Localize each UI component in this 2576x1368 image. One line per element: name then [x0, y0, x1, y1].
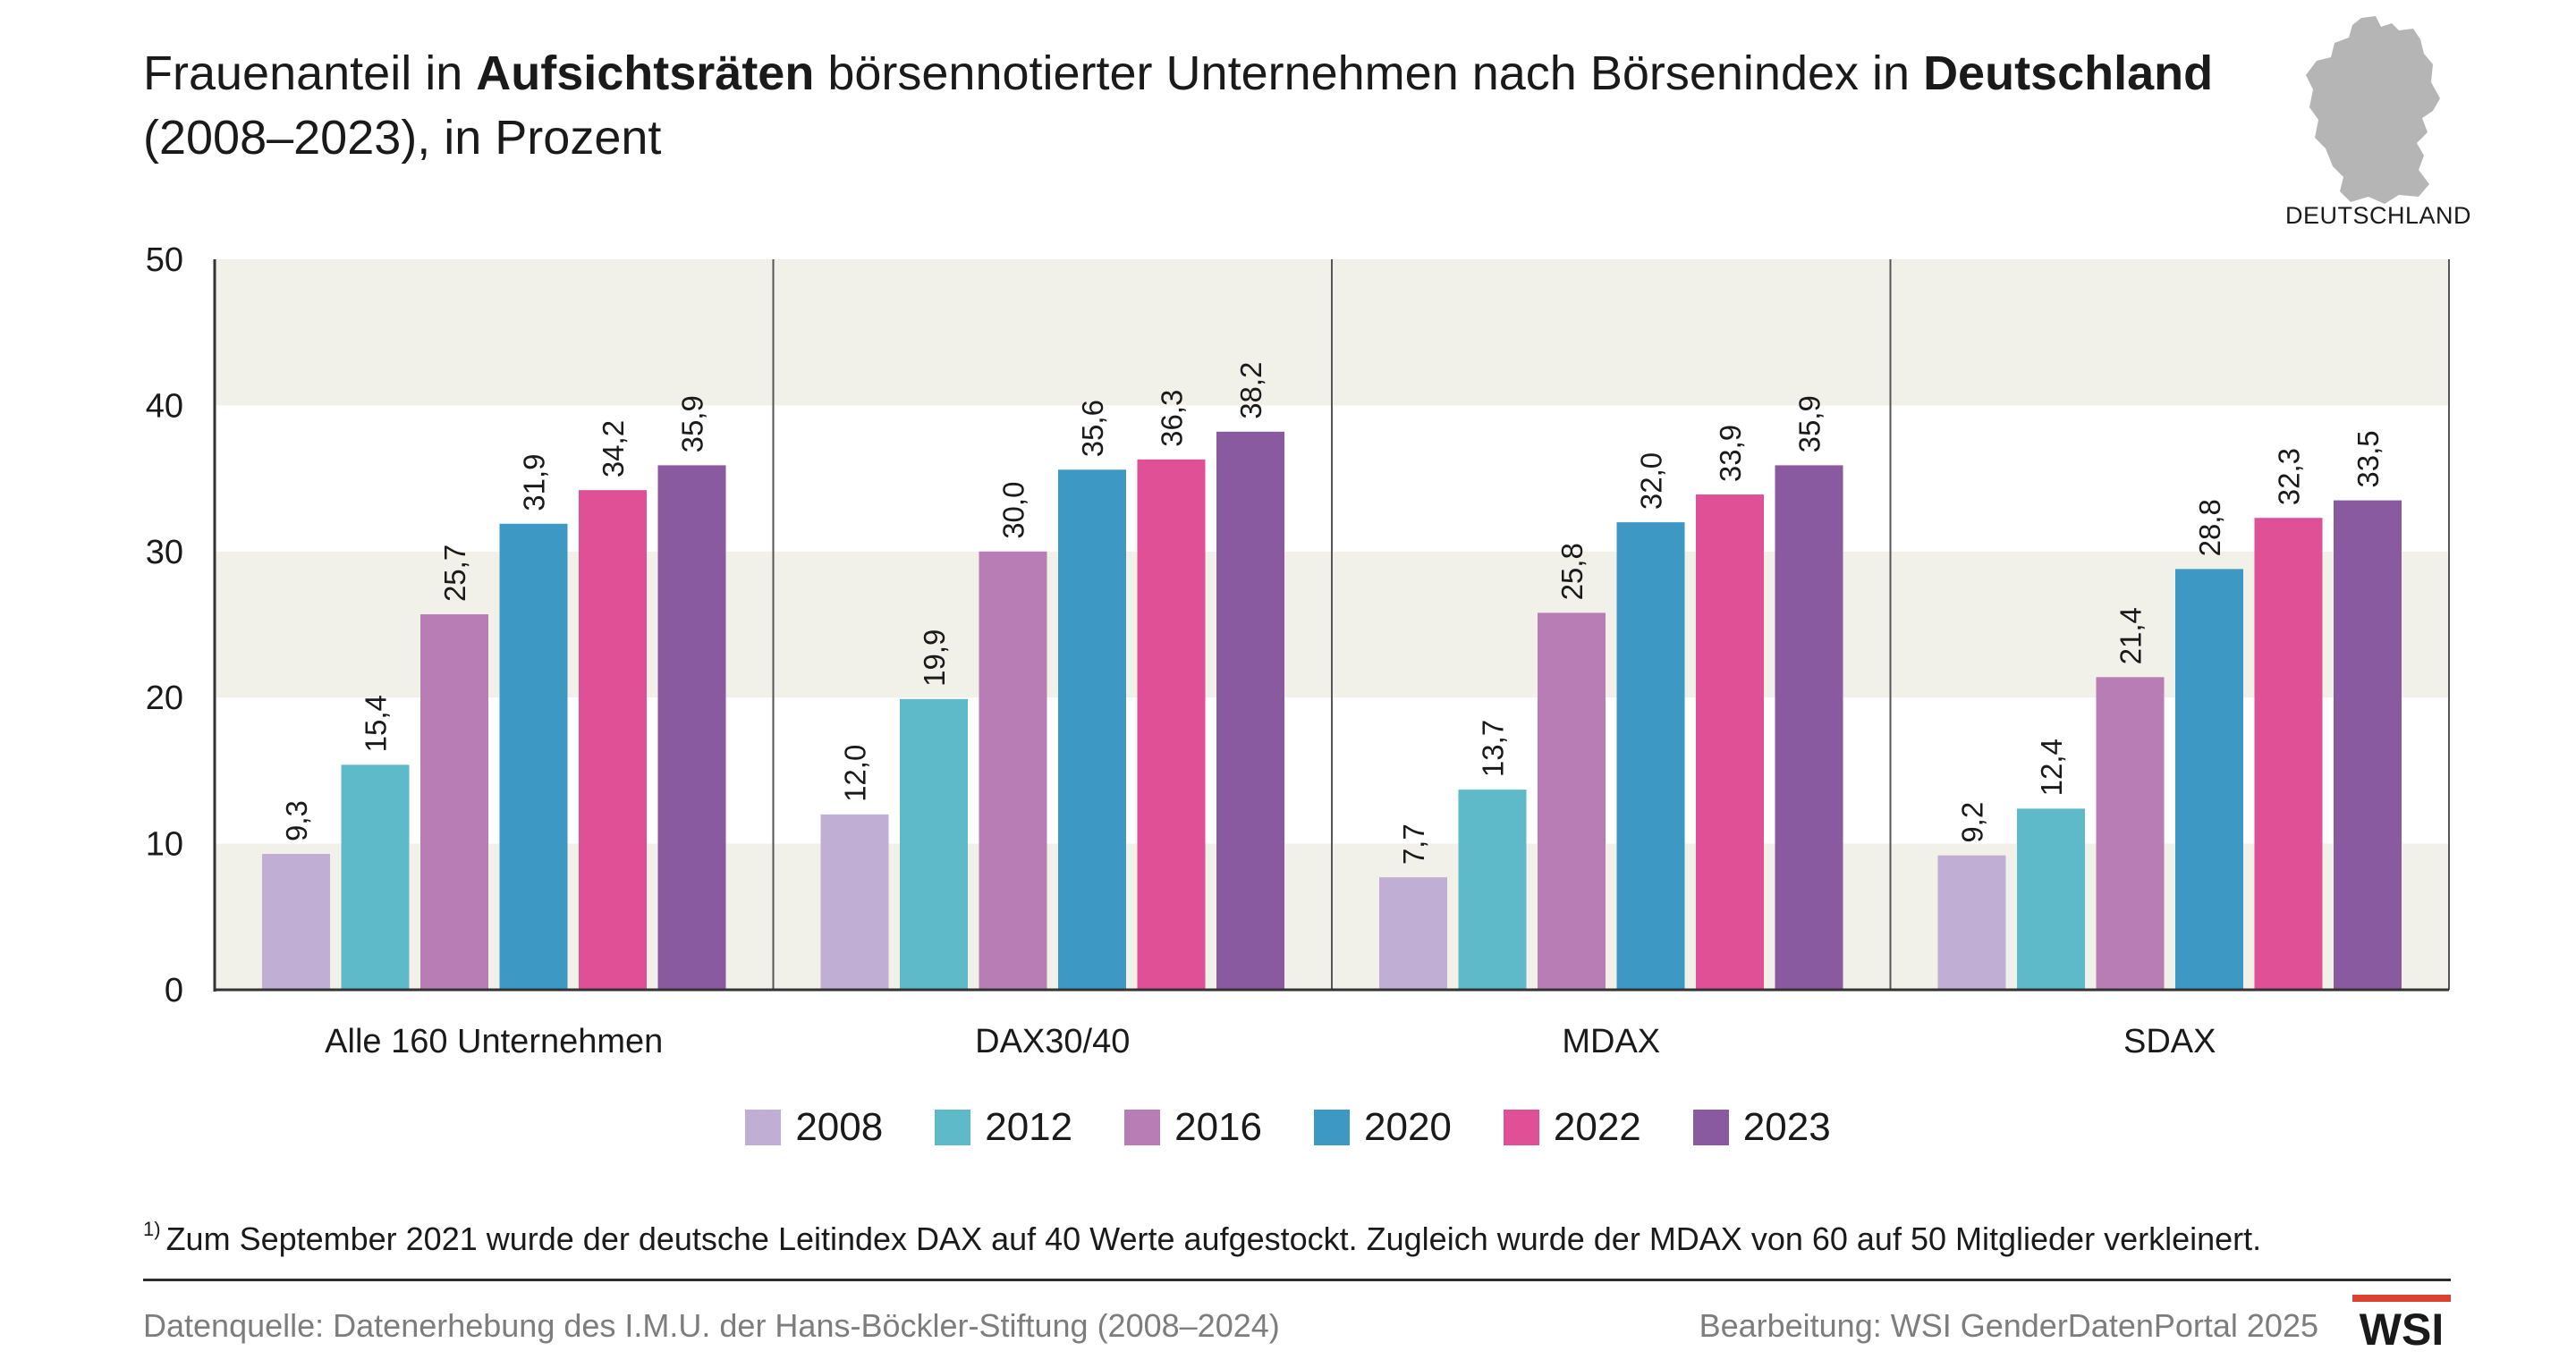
credit: Bearbeitung: WSI GenderDatenPortal 2025 — [1699, 1307, 2318, 1344]
data-label: 28,8 — [2193, 499, 2226, 556]
data-label: 35,9 — [676, 395, 709, 452]
legend-item-2022: 2022 — [1503, 1105, 1641, 1150]
bar-2016 — [979, 551, 1047, 990]
bar-2023 — [1216, 431, 1284, 990]
germany-map-icon — [2306, 16, 2440, 204]
bar-2020 — [1616, 522, 1685, 990]
bar-2012 — [1458, 790, 1527, 990]
bar-2008 — [1379, 877, 1447, 990]
data-label: 7,7 — [1397, 823, 1430, 865]
legend-label: 2008 — [795, 1105, 884, 1149]
bar-2022 — [579, 490, 647, 990]
legend-label: 2020 — [1364, 1105, 1452, 1149]
y-tick-label: 50 — [146, 241, 183, 279]
category-label: Alle 160 Unternehmen — [325, 1023, 663, 1060]
legend-item-2016: 2016 — [1124, 1105, 1262, 1150]
data-label: 33,9 — [1714, 425, 1747, 482]
category-label: MDAX — [1562, 1023, 1660, 1060]
bar-2012 — [2017, 808, 2085, 990]
y-tick-label: 0 — [165, 972, 183, 1009]
data-label: 12,4 — [2035, 739, 2068, 796]
data-label: 9,2 — [1956, 802, 1989, 843]
title-bold-2: Deutschland — [1923, 46, 2214, 100]
y-tick-label: 10 — [146, 826, 183, 864]
legend-item-2008: 2008 — [745, 1105, 883, 1150]
legend-label: 2016 — [1174, 1105, 1262, 1149]
bar-2008 — [1937, 855, 2006, 990]
data-label: 33,5 — [2351, 430, 2385, 487]
data-label: 34,2 — [597, 420, 630, 477]
legend-swatch — [1692, 1110, 1729, 1145]
bar-2012 — [341, 764, 410, 990]
category-label: SDAX — [2123, 1023, 2216, 1060]
svg-text:WSI: WSI — [2360, 1305, 2444, 1350]
data-label: 35,9 — [1793, 395, 1826, 452]
footnote: 1) Zum September 2021 wurde der deutsche … — [143, 1218, 2469, 1258]
bar-2016 — [2096, 677, 2165, 990]
legend-item-2020: 2020 — [1314, 1105, 1452, 1150]
wsi-logo: WSI — [2352, 1295, 2451, 1350]
y-tick-label: 40 — [146, 387, 183, 425]
y-tick-label: 30 — [146, 534, 183, 571]
data-source: Datenquelle: Datenerhebung des I.M.U. de… — [143, 1307, 1280, 1344]
chart-legend: 2008 2012 2016 2020 2022 2023 — [0, 1105, 2576, 1150]
legend-label: 2012 — [985, 1105, 1073, 1149]
title-bold-1: Aufsichtsräten — [476, 46, 815, 100]
bar-2012 — [900, 698, 968, 990]
country-label: DEUTSCHLAND — [2285, 202, 2472, 229]
bar-2016 — [420, 614, 488, 990]
data-label: 38,2 — [1234, 362, 1267, 419]
legend-label: 2023 — [1742, 1105, 1831, 1149]
legend-item-2023: 2023 — [1692, 1105, 1831, 1150]
footnote-text: Zum September 2021 wurde der deutsche Le… — [165, 1220, 2262, 1257]
data-label: 19,9 — [918, 629, 951, 687]
bar-2020 — [2175, 569, 2243, 990]
data-label: 36,3 — [1156, 390, 1189, 447]
legend-swatch — [1314, 1110, 1350, 1145]
data-label: 15,4 — [360, 695, 393, 752]
legend-swatch — [1503, 1110, 1539, 1145]
bar-2023 — [2334, 500, 2402, 990]
bar-2016 — [1538, 612, 1606, 990]
bar-2022 — [2254, 518, 2323, 990]
title-line-2: (2008–2023), in Prozent — [143, 111, 662, 165]
data-label: 31,9 — [518, 454, 551, 511]
data-label: 32,0 — [1635, 452, 1668, 510]
data-label: 21,4 — [2114, 607, 2148, 664]
legend-swatch — [1124, 1110, 1161, 1145]
data-label: 9,3 — [280, 800, 313, 841]
y-tick-label: 20 — [146, 680, 183, 717]
data-label: 32,3 — [2273, 448, 2306, 505]
data-label: 35,6 — [1076, 400, 1109, 457]
bar-2008 — [262, 854, 330, 990]
legend-item-2012: 2012 — [935, 1105, 1072, 1150]
title-part-1: Frauenanteil in — [143, 46, 477, 100]
legend-swatch — [935, 1110, 971, 1145]
data-label: 30,0 — [997, 482, 1030, 539]
footnote-marker: 1) — [143, 1218, 161, 1240]
title-part-2: börsennotierter Unternehmen nach Börseni… — [814, 46, 1924, 100]
bar-2022 — [1137, 459, 1206, 990]
bar-2023 — [657, 465, 726, 990]
chart-title: Frauenanteil in Aufsichtsräten börsennot… — [143, 41, 2245, 170]
data-label: 25,8 — [1555, 543, 1589, 600]
bar-2022 — [1696, 494, 1764, 990]
legend-label: 2022 — [1553, 1105, 1641, 1149]
bar-2020 — [499, 523, 568, 990]
bar-2008 — [820, 814, 889, 990]
footer-divider — [143, 1279, 2451, 1281]
category-label: DAX30/40 — [975, 1023, 1130, 1060]
bar-2023 — [1775, 465, 1843, 990]
bar-chart: 0 10 20 30 40 50 9,3 15,4 25,7 31,9 34,2 35,9 Alle 1… — [146, 241, 2450, 1060]
legend-swatch — [745, 1110, 782, 1145]
data-label: 25,7 — [438, 545, 471, 602]
data-label: 13,7 — [1477, 720, 1510, 777]
data-label: 12,0 — [839, 745, 872, 802]
bar-2020 — [1058, 469, 1126, 990]
